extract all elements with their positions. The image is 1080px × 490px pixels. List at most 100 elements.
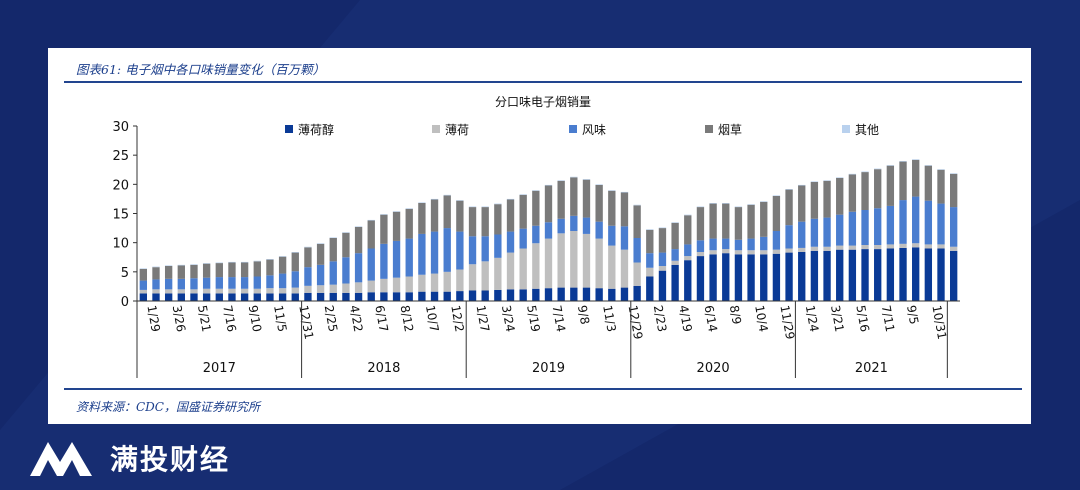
bar-segment	[177, 265, 185, 279]
bar-segment	[646, 253, 654, 268]
bar-segment	[215, 288, 223, 294]
bar-segment	[924, 200, 933, 245]
x-tick-label: 3/21	[828, 304, 846, 333]
bar-segment	[329, 292, 337, 301]
bar-segment	[190, 278, 198, 290]
bar-segment	[709, 254, 717, 301]
bar-segment	[722, 238, 730, 250]
x-tick-label: 3/24	[499, 304, 517, 333]
bar-segment	[734, 250, 743, 255]
x-tick-label: 7/11	[879, 304, 897, 333]
bar-segment	[253, 288, 261, 294]
bar-segment	[785, 189, 793, 226]
bar-segment	[405, 238, 413, 277]
bar-segment	[519, 194, 527, 229]
bar-segment	[329, 237, 337, 238]
bar-segment	[671, 249, 679, 261]
bar-segment	[620, 192, 629, 227]
bar-segment	[139, 280, 148, 290]
legend-label: 风味	[582, 123, 606, 137]
bar-segment	[671, 260, 679, 265]
bar-segment	[304, 246, 312, 248]
bar-segment	[861, 249, 869, 301]
bar-segment	[215, 263, 223, 278]
bar-segment	[367, 219, 375, 221]
bar-segment	[747, 254, 755, 301]
bar-segment	[709, 203, 717, 204]
bar-segment	[861, 210, 869, 245]
figure-caption: 图表61: 电子烟中各口味销量变化（百万颗）	[76, 62, 326, 77]
bar-segment	[228, 261, 236, 263]
bar-segment	[633, 238, 641, 263]
bar-segment	[392, 211, 401, 212]
bar-segment	[278, 256, 287, 274]
bar-segment	[380, 243, 388, 279]
bar-segment	[620, 287, 629, 301]
bar-segment	[899, 161, 907, 201]
bar-segment	[304, 285, 312, 293]
legend-label: 烟草	[718, 123, 742, 137]
bar-segment	[608, 190, 616, 191]
bar-segment	[696, 252, 705, 257]
bar-segment	[747, 250, 755, 255]
bar-segment	[810, 218, 819, 247]
legend-label: 薄荷	[445, 122, 469, 137]
bar-segment	[506, 198, 515, 200]
bar-segment	[468, 264, 477, 291]
brand-logo-icon	[30, 442, 92, 476]
bar-segment	[912, 196, 920, 244]
x-tick-label: 8/9	[727, 304, 744, 325]
bar-segment	[240, 261, 249, 263]
x-tick-label: 7/16	[220, 304, 238, 333]
bar-segment	[544, 238, 553, 289]
bar-segment	[519, 289, 527, 301]
bar-segment	[177, 278, 185, 290]
bar-segment	[658, 252, 667, 266]
report-figure-card: 图表61: 电子烟中各口味销量变化（百万颗） 分口味电子烟销量 薄荷醇 薄荷 风味 烟…	[48, 48, 1031, 424]
bar-segment	[798, 184, 806, 186]
legend-label: 其他	[855, 123, 879, 137]
bar-segment	[291, 252, 299, 272]
bar-segment	[304, 292, 312, 301]
bar-segment	[696, 207, 705, 241]
year-label: 2018	[367, 361, 400, 376]
bar-segment	[380, 278, 388, 293]
bar-segment	[278, 288, 287, 294]
bar-segment	[912, 243, 920, 248]
bar-segment	[557, 287, 565, 301]
bar-segment	[696, 206, 705, 208]
legend-label: 薄荷醇	[298, 122, 334, 137]
bar-segment	[139, 289, 148, 294]
bar-segment	[291, 293, 299, 301]
bar-segment	[924, 165, 933, 166]
bar-segment	[380, 214, 388, 215]
bar-segment	[937, 203, 945, 245]
bar-segment	[899, 247, 907, 301]
bar-segment	[354, 253, 363, 283]
bar-segment	[684, 215, 692, 245]
bar-segment	[519, 248, 527, 290]
year-label: 2019	[532, 361, 565, 376]
bar-segment	[152, 293, 160, 301]
bar-segment	[684, 260, 692, 301]
bar-segment	[658, 227, 667, 229]
bar-segment	[570, 215, 578, 231]
bar-segment	[443, 194, 451, 196]
bar-segment	[861, 245, 869, 250]
y-tick-label: 15	[112, 208, 129, 223]
bar-segment	[544, 185, 553, 223]
bar-segment	[582, 179, 591, 180]
bar-segment	[646, 229, 654, 230]
bar-segment	[924, 248, 933, 301]
bar-segment	[760, 201, 768, 237]
bar-segment	[861, 172, 869, 210]
bar-segment	[164, 278, 173, 290]
bar-segment	[456, 231, 464, 270]
bar-segment	[608, 288, 616, 301]
bar-segment	[367, 280, 375, 293]
bar-segment	[380, 292, 388, 301]
x-tick-label: 11/29	[777, 304, 797, 340]
bar-segment	[760, 236, 768, 251]
bar-segment	[620, 191, 629, 193]
bar-segment	[861, 171, 869, 173]
